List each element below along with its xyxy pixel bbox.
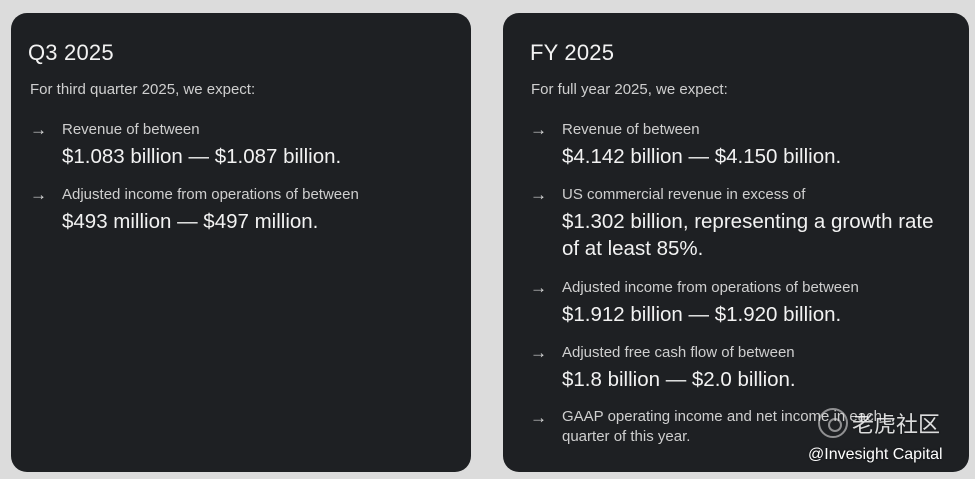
arrow-right-icon: → <box>530 408 547 427</box>
arrow-right-icon: → <box>30 120 47 139</box>
item-label: US commercial revenue in excess of <box>562 186 806 203</box>
q3-intro: For third quarter 2025, we expect: <box>30 81 256 98</box>
item-value: $493 million — $497 million. <box>62 210 319 233</box>
watermark: 老虎社区 <box>818 407 940 439</box>
item-label: Adjusted free cash flow of between <box>562 344 795 361</box>
item-value: $1.302 billion, representing a growth ra… <box>562 210 934 260</box>
tiger-community-logo-icon <box>818 408 848 438</box>
item-value: $1.8 billion — $2.0 billion. <box>562 368 796 391</box>
item-value: $1.083 billion — $1.087 billion. <box>62 145 342 168</box>
item-label: Revenue of between <box>62 121 200 138</box>
fy-intro: For full year 2025, we expect: <box>531 81 728 98</box>
item-label: Adjusted income from operations of betwe… <box>562 279 859 296</box>
q3-title: Q3 2025 <box>28 40 114 65</box>
item-value: $1.912 billion — $1.920 billion. <box>562 303 842 326</box>
arrow-right-icon: → <box>30 185 47 204</box>
arrow-right-icon: → <box>530 343 547 362</box>
arrow-right-icon: → <box>530 278 547 297</box>
watermark-text: 老虎社区 <box>852 413 941 438</box>
q3-guidance-card: Q3 2025 For third quarter 2025, we expec… <box>11 13 471 472</box>
credit-text: @Invesight Capital <box>808 446 943 463</box>
item-label: GAAP operating income and net income in … <box>562 408 882 445</box>
fy-guidance-card: FY 2025 For full year 2025, we expect: →… <box>503 13 969 472</box>
item-label: Adjusted income from operations of betwe… <box>62 186 359 203</box>
fy-title: FY 2025 <box>530 40 615 65</box>
item-label: Revenue of between <box>562 121 700 138</box>
arrow-right-icon: → <box>530 120 547 139</box>
item-value: $4.142 billion — $4.150 billion. <box>562 145 842 168</box>
arrow-right-icon: → <box>530 185 547 204</box>
